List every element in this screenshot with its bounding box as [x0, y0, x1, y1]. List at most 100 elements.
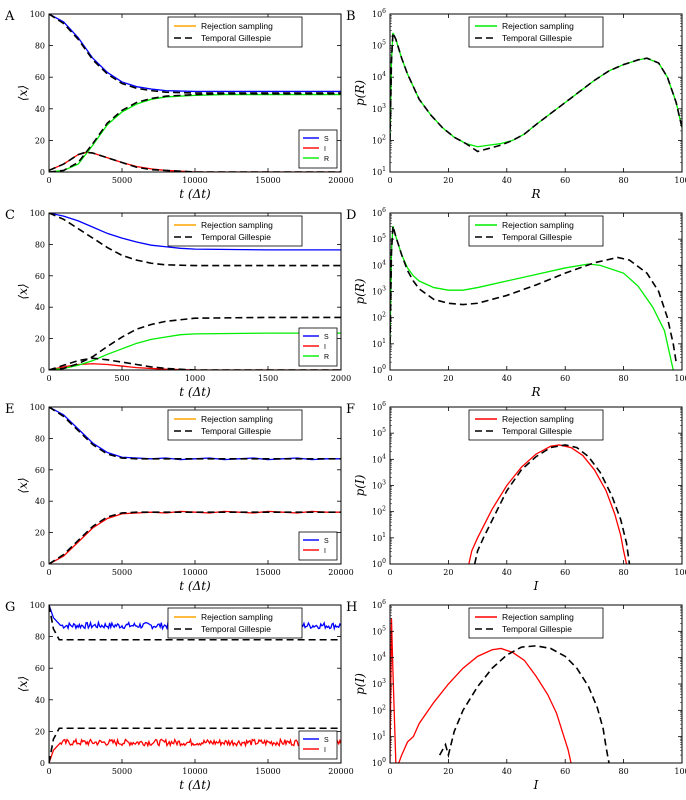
panel-letter: F	[346, 402, 355, 417]
panel-letter: G	[5, 600, 15, 615]
series-rejection-sampling	[390, 618, 572, 763]
y-tick-label: 80	[35, 42, 45, 51]
x-axis-label: t (Δt)	[179, 579, 211, 593]
legend-box	[468, 215, 604, 247]
legend-methods: Rejection sampling Temporal Gillespie	[468, 215, 604, 247]
x-axis-label: t (Δt)	[179, 778, 211, 792]
x-tick-label: 0	[387, 767, 392, 776]
x-tick-label: 0	[387, 568, 392, 577]
y-tick-label: 60	[35, 272, 45, 281]
legend-label: Rejection sampling	[502, 220, 574, 230]
y-tick-exponent: 6	[382, 8, 386, 15]
y-tick-label: 20	[35, 727, 45, 736]
panel-letter: H	[346, 600, 357, 615]
series-group	[390, 618, 610, 763]
legend-methods: Rejection sampling Temporal Gillespie	[167, 607, 303, 639]
y-tick-exponent: 2	[382, 312, 386, 319]
y-tick-label: 20	[35, 529, 45, 538]
legend-methods: Rejection sampling Temporal Gillespie	[167, 215, 303, 247]
y-tick-label: 101	[372, 338, 386, 349]
panel-letter: C	[5, 208, 15, 223]
x-axis-label: I	[533, 579, 539, 593]
y-tick-label: 101	[372, 731, 386, 742]
series-i-rejection-sampling	[49, 510, 341, 564]
x-tick-label: 5000	[112, 767, 132, 776]
y-tick-label: 104	[372, 652, 386, 663]
y-tick-label: 100	[372, 558, 386, 569]
legend-box	[298, 327, 338, 367]
series-group	[390, 225, 677, 370]
series-i-temporal-gillespie	[49, 357, 341, 370]
plot-frame	[389, 13, 683, 173]
y-tick-label: 0	[40, 168, 45, 177]
series-r-temporal-gillespie	[49, 316, 341, 370]
x-tick-label: 15000	[255, 568, 280, 577]
y-tick-label: 40	[35, 303, 45, 312]
series-r-temporal-gillespie	[49, 92, 341, 172]
series-i-temporal-gillespie	[49, 727, 341, 763]
y-tick-label: 104	[372, 453, 386, 464]
legend-box	[167, 607, 303, 639]
y-tick-exponent: 3	[382, 103, 386, 110]
y-tick-label: 0	[40, 759, 45, 768]
x-tick-label: 20	[443, 568, 453, 577]
x-tick-label: 20000	[328, 767, 353, 776]
legend-label: Rejection sampling	[502, 414, 574, 424]
legend-label: R	[324, 354, 329, 361]
y-tick-exponent: 4	[382, 652, 386, 659]
legend-compartments: SIR	[298, 327, 338, 367]
y-tick-exponent: 2	[382, 506, 386, 513]
legend-label: Temporal Gillespie	[201, 33, 271, 43]
x-tick-label: 100	[674, 568, 686, 577]
y-axis-label: p(I)	[353, 673, 367, 695]
x-tick-label: 2000	[331, 374, 351, 383]
x-tick-label: 80	[619, 176, 629, 185]
legend-label: Rejection sampling	[201, 414, 273, 424]
y-tick-exponent: 0	[382, 757, 386, 764]
y-tick-label: 104	[372, 71, 386, 82]
y-tick-exponent: 5	[382, 40, 386, 47]
x-tick-label: 40	[502, 568, 512, 577]
legend-box	[298, 730, 338, 760]
y-axis-label: p(R)	[353, 80, 367, 106]
x-axis-label: R	[530, 385, 540, 399]
y-tick-exponent: 2	[382, 134, 386, 141]
series-s-temporal-gillespie	[49, 213, 341, 267]
y-axis-label: ⟨x⟩	[16, 676, 30, 692]
x-tick-label: 0	[46, 374, 51, 383]
legend-box	[167, 215, 303, 247]
y-tick-exponent: 6	[382, 401, 386, 408]
y-tick-label: 103	[372, 480, 386, 491]
x-axis-label: I	[533, 778, 539, 792]
legend-label: Temporal Gillespie	[502, 33, 572, 43]
x-tick-label: 0	[387, 176, 392, 185]
y-tick-label: 100	[30, 601, 45, 610]
legend-methods: Rejection sampling Temporal Gillespie	[468, 409, 604, 441]
legend-label: Rejection sampling	[201, 220, 273, 230]
x-tick-label: 10000	[182, 176, 207, 185]
panel-g: 0 5000 10000 15000 20000 0 20 40 60 80 100 t (Δt) ⟨x…	[5, 600, 354, 792]
y-tick-exponent: 1	[382, 532, 386, 539]
legend-label: Rejection sampling	[201, 612, 273, 622]
legend-compartments: SI	[298, 531, 338, 561]
panel-f: 020406080100100101102103104105106Ip(I)FR…	[346, 401, 686, 593]
y-tick-label: 60	[35, 664, 45, 673]
panel-c: 0 500 1000 1500 2000 0 20 40 60 80 100 t (Δt) ⟨x⟩ C Re…	[5, 208, 351, 399]
y-tick-exponent: 1	[382, 731, 386, 738]
series-i-temporal-gillespie	[49, 151, 341, 172]
x-tick-label: 20	[443, 767, 453, 776]
y-tick-exponent: 0	[382, 558, 386, 565]
y-tick-label: 104	[372, 259, 386, 270]
legend-methods: Rejection sampling Temporal Gillespie	[468, 607, 604, 639]
y-tick-exponent: 5	[382, 625, 386, 632]
legend-box	[468, 409, 604, 441]
y-tick-label: 20	[35, 335, 45, 344]
series-group	[49, 14, 341, 172]
series-i-rejection-sampling	[49, 737, 341, 763]
x-tick-label: 15000	[255, 176, 280, 185]
legend-label: Rejection sampling	[201, 21, 273, 31]
series-r-rejection-sampling	[49, 332, 341, 370]
panel-e: 0 5000 10000 15000 20000 0 20 40 60 80 100 t (Δt) ⟨x…	[5, 402, 354, 593]
x-tick-label: 500	[114, 374, 129, 383]
